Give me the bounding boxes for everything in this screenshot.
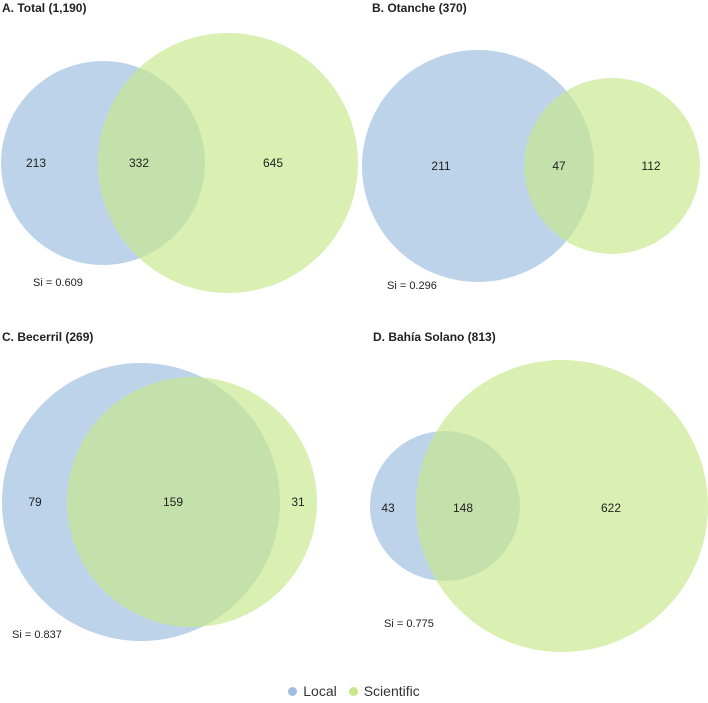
legend-local-dot	[288, 686, 298, 696]
legend-item-local: Local	[288, 683, 337, 699]
panel-a-si: Si = 0.609	[33, 277, 83, 289]
panel-c-si: Si = 0.837	[12, 629, 62, 641]
panel-a-only-scientific: 645	[263, 156, 283, 170]
legend-scientific-label: Scientific	[363, 683, 420, 699]
panel-b-scientific-circle	[524, 78, 700, 254]
panel-b-only-scientific: 112	[641, 159, 660, 173]
panel-d-only-local: 43	[381, 501, 395, 515]
venn-figure: A. Total (1,190) 213 332 645 Si = 0.609 …	[1, 1, 708, 652]
panel-a-only-local: 213	[26, 156, 46, 170]
panel-d-overlap: 148	[453, 501, 473, 515]
panel-b-si: Si = 0.296	[387, 280, 437, 292]
panel-b-overlap: 47	[552, 159, 566, 173]
panel-a-scientific-circle	[98, 33, 358, 293]
panel-c-only-local: 79	[28, 495, 42, 509]
panel-a-overlap: 332	[129, 156, 149, 170]
legend: Local Scientific	[0, 683, 708, 699]
panel-d-only-scientific: 622	[601, 501, 621, 515]
panel-b: B. Otanche (370) 211 47 112 Si = 0.296	[362, 1, 700, 292]
panel-c-overlap: 159	[163, 495, 183, 509]
panel-d-title: D. Bahía Solano (813)	[373, 330, 496, 344]
legend-local-label: Local	[303, 683, 337, 699]
panel-c-only-scientific: 31	[291, 495, 305, 509]
panel-b-only-local: 211	[431, 159, 450, 173]
legend-scientific-dot	[348, 686, 358, 696]
panel-b-local-circle	[362, 50, 594, 282]
legend-item-scientific: Scientific	[348, 683, 420, 699]
panel-c-title: C. Becerril (269)	[2, 330, 93, 344]
panel-a-title: A. Total (1,190)	[2, 1, 86, 15]
panel-b-title: B. Otanche (370)	[372, 1, 467, 15]
panel-d-si: Si = 0.775	[384, 618, 434, 630]
panel-c-scientific-circle	[67, 377, 317, 627]
panel-a: A. Total (1,190) 213 332 645 Si = 0.609	[1, 1, 358, 293]
panel-d: D. Bahía Solano (813) 43 148 622 Si = 0.…	[370, 330, 708, 652]
panel-d-scientific-circle	[416, 360, 708, 652]
panel-c: C. Becerril (269) 79 159 31 Si = 0.837	[2, 330, 317, 641]
